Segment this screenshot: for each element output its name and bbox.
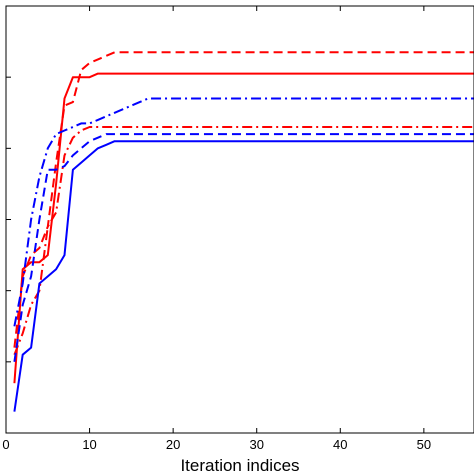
x-tick-label: 40 [333,437,347,452]
series-line-5 [13,133,474,362]
x-tick-label: 10 [82,437,96,452]
series-line-4 [13,140,474,412]
x-axis-label: Iteration indices [180,456,299,474]
x-tick-label: 0 [2,437,9,452]
plot-frame [5,5,474,434]
y-axis-ticks [6,5,11,434]
series-line-6 [13,97,474,327]
series-line-1 [13,72,474,384]
series-line-3 [13,126,474,356]
series-layer [13,51,474,412]
x-tick-label: 50 [417,437,431,452]
series-line-2 [13,51,474,348]
x-axis-ticks: 0 10 20 30 40 50 [2,6,431,452]
x-tick-label: 20 [166,437,180,452]
x-tick-label: 30 [249,437,263,452]
